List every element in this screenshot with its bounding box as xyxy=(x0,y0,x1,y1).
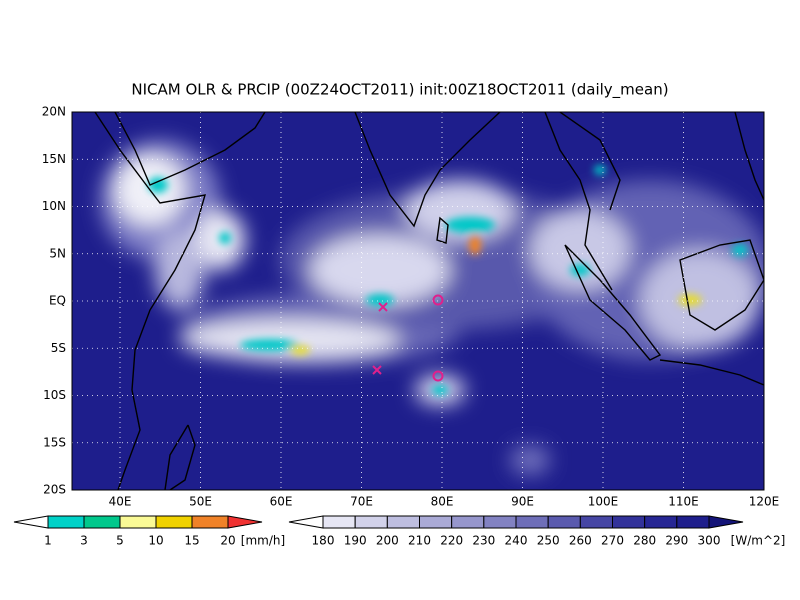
lon-label: 60E xyxy=(270,495,293,509)
lat-label: 15S xyxy=(43,435,66,449)
colorbar-box xyxy=(451,515,485,529)
lon-label: 110E xyxy=(668,495,699,509)
colorbar-label: 3 xyxy=(80,534,88,548)
lon-label: 70E xyxy=(350,495,373,509)
lon-label: 50E xyxy=(189,495,212,509)
map-area xyxy=(72,112,764,490)
colorbar-end xyxy=(708,515,744,529)
cross-marker xyxy=(378,302,388,312)
colorbar-label: 10 xyxy=(148,534,163,548)
lon-label: 90E xyxy=(511,495,534,509)
colorbar-label: 190 xyxy=(344,534,367,548)
colorbar-label: 1 xyxy=(44,534,52,548)
colorbar-box xyxy=(644,515,678,529)
cross-marker xyxy=(372,365,382,375)
lat-label: 20N xyxy=(42,105,66,119)
colorbar-end xyxy=(227,515,263,529)
colorbar-unit: [mm/h] xyxy=(241,534,285,548)
lat-label: 20S xyxy=(43,483,66,497)
lat-label: 5N xyxy=(49,246,66,260)
colorbar-label: 15 xyxy=(184,534,199,548)
coastlines xyxy=(94,112,764,490)
colorbar-box xyxy=(354,515,388,529)
colorbar-label: 260 xyxy=(569,534,592,548)
colorbar-box xyxy=(386,515,421,529)
grid xyxy=(72,112,764,490)
colorbar-label: 270 xyxy=(601,534,624,548)
colorbar-box xyxy=(47,515,85,529)
colorbar-box xyxy=(322,515,356,529)
colorbar-label: 250 xyxy=(537,534,560,548)
colorbar-label: 180 xyxy=(312,534,335,548)
colorbar-label: 200 xyxy=(376,534,399,548)
lon-label: 100E xyxy=(588,495,619,509)
colorbar-label: 5 xyxy=(116,534,124,548)
lat-label: 5S xyxy=(51,341,66,355)
map-frame xyxy=(71,111,765,491)
colorbar-label: 290 xyxy=(665,534,688,548)
precip-colorbar: 1 3 5 10 15 20 [mm/h] xyxy=(13,515,285,548)
colorbar-unit: [W/m^2] xyxy=(731,534,786,548)
colorbar-label: 20 xyxy=(220,534,235,548)
colorbar-box xyxy=(579,515,613,529)
lat-label: 10N xyxy=(42,199,66,213)
lat-label: 15N xyxy=(42,152,66,166)
lat-label: EQ xyxy=(49,294,66,308)
colorbar-label: 300 xyxy=(698,534,721,548)
colorbars: 1 3 5 10 15 20 [mm/h] 180 190 200 210 220 230 240 250 2… xyxy=(13,515,786,548)
lat-label: 10S xyxy=(43,388,66,402)
lon-label: 80E xyxy=(431,495,454,509)
colorbar-box xyxy=(419,515,453,529)
colorbar-label: 280 xyxy=(633,534,656,548)
map-title: NICAM OLR & PRCIP (00Z24OCT2011) init:00… xyxy=(131,81,668,100)
lon-label: 40E xyxy=(109,495,132,509)
olr-colorbar: 180 190 200 210 220 230 240 250 260 270 280 290 300 [… xyxy=(288,515,786,548)
lon-label: 120E xyxy=(749,495,780,509)
colorbar-box xyxy=(547,515,581,529)
colorbar-label: 230 xyxy=(472,534,495,548)
circle-marker xyxy=(432,370,444,382)
colorbar-box xyxy=(515,515,549,529)
colorbar-box xyxy=(155,515,193,529)
colorbar-label: 240 xyxy=(505,534,528,548)
colorbar-box xyxy=(483,515,517,529)
colorbar-label: 210 xyxy=(408,534,431,548)
event-markers xyxy=(372,294,444,382)
colorbar-box xyxy=(676,515,710,529)
colorbar-label: 220 xyxy=(440,534,463,548)
axis-labels: 20N 15N 10N 5N EQ 5S 10S 15S 20S 40E 50E 60E 70E 80E 9… xyxy=(42,105,780,509)
colorbar-box xyxy=(119,515,157,529)
colorbar-box xyxy=(191,515,229,529)
circle-marker xyxy=(432,294,444,306)
colorbar-box xyxy=(612,515,646,529)
colorbar-box xyxy=(83,515,121,529)
